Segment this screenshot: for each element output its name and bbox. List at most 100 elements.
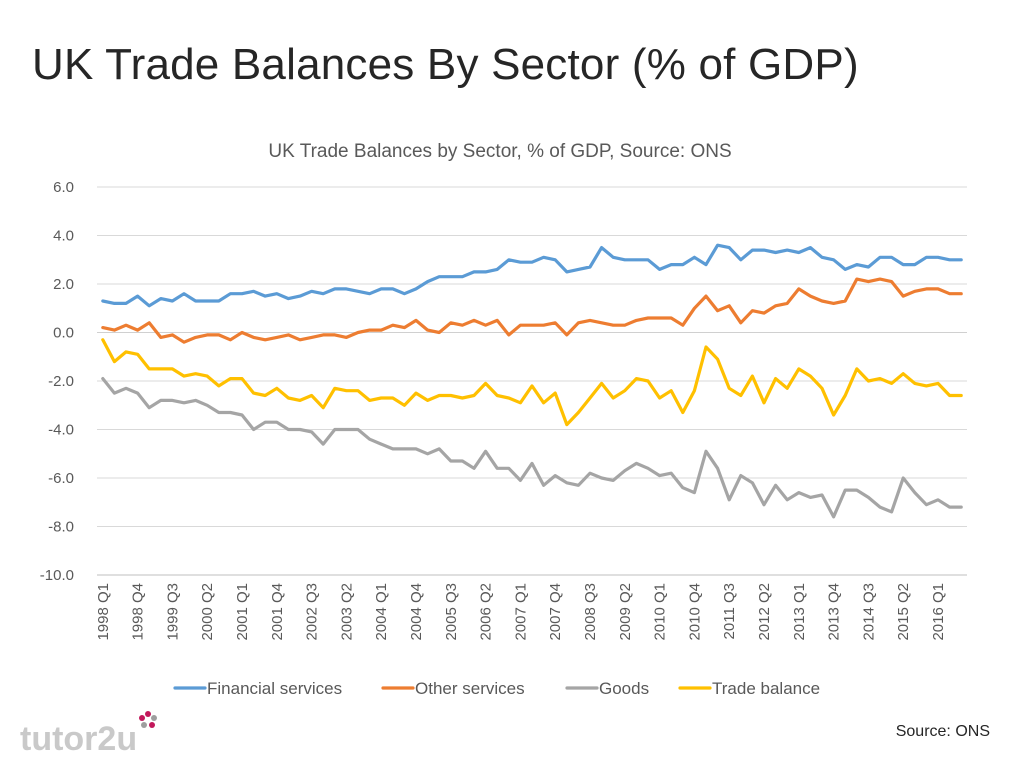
data-point	[635, 377, 638, 380]
x-tick-label: 2009 Q2	[617, 583, 634, 641]
data-point	[333, 387, 336, 390]
data-point	[530, 462, 534, 465]
x-tick-label: 2003 Q2	[338, 583, 355, 641]
data-point	[298, 428, 302, 431]
data-point	[461, 324, 464, 327]
data-point	[229, 377, 232, 380]
data-point	[925, 256, 928, 259]
data-point	[716, 244, 719, 247]
data-point	[670, 472, 673, 475]
flower-icon	[139, 711, 157, 728]
data-point	[925, 503, 928, 506]
data-point	[519, 401, 522, 404]
data-point	[948, 394, 951, 397]
x-tick-label: 2013 Q1	[791, 583, 808, 641]
y-axis-ticks: 6.0 4.0 2.0 0.0 -2.0 -4.0 -6.0 -8.0 -10.0	[40, 179, 74, 584]
legend-label: Trade balance	[712, 679, 820, 698]
data-point	[345, 389, 348, 392]
data-point	[762, 248, 766, 252]
data-point	[936, 382, 940, 385]
data-point	[728, 246, 731, 249]
data-point	[322, 292, 325, 295]
data-point	[693, 389, 696, 392]
y-tick-label: -4.0	[48, 422, 74, 439]
legend-label: Other services	[415, 679, 525, 698]
gridlines	[97, 186, 967, 576]
data-point	[519, 261, 522, 264]
data-point	[936, 287, 940, 291]
data-point	[635, 319, 638, 322]
data-point	[739, 258, 742, 261]
data-point	[345, 336, 348, 339]
logo-wordmark: tutor2u	[20, 720, 137, 758]
data-point	[704, 294, 708, 298]
data-point	[496, 319, 499, 322]
series-line	[101, 243, 963, 308]
data-point	[322, 333, 325, 337]
data-point	[902, 372, 905, 375]
data-point	[704, 263, 708, 266]
data-point	[588, 319, 592, 322]
data-point	[530, 261, 534, 264]
data-point	[217, 299, 220, 303]
data-point	[449, 394, 452, 397]
data-point	[565, 423, 568, 426]
data-point	[820, 256, 824, 259]
x-tick-label: 2014 Q3	[860, 583, 877, 641]
data-point	[287, 333, 290, 337]
data-point	[449, 459, 452, 463]
data-point	[820, 299, 824, 303]
x-tick-label: 2006 Q2	[478, 583, 495, 641]
data-point	[542, 256, 545, 259]
data-point	[681, 324, 684, 327]
data-point	[159, 399, 162, 402]
data-point	[902, 263, 905, 266]
x-tick-label: 2011 Q3	[721, 583, 738, 639]
data-point	[159, 297, 162, 300]
x-tick-label: 2000 Q2	[199, 583, 216, 641]
x-tick-label: 2001 Q4	[269, 583, 286, 641]
legend-label: Financial services	[207, 679, 342, 698]
data-point	[403, 292, 406, 295]
data-point	[890, 382, 893, 385]
data-point	[554, 321, 557, 324]
data-point	[797, 251, 800, 254]
data-point	[194, 299, 197, 303]
data-point	[577, 321, 580, 324]
x-tick-label: 2007 Q1	[512, 583, 529, 641]
data-point	[368, 438, 371, 441]
x-tick-label: 2002 Q3	[304, 583, 321, 641]
data-point	[844, 488, 847, 492]
data-point	[252, 290, 255, 293]
data-point	[124, 350, 128, 354]
data-point	[739, 394, 742, 397]
data-point	[275, 421, 278, 424]
data-point	[159, 336, 162, 339]
data-point	[426, 399, 429, 402]
data-point	[542, 484, 545, 487]
data-point	[565, 270, 568, 274]
data-point	[194, 336, 197, 339]
data-point	[298, 338, 302, 341]
y-tick-label: 4.0	[53, 228, 74, 245]
x-tick-label: 2008 Q3	[582, 583, 599, 641]
data-point	[449, 321, 452, 324]
data-point	[391, 287, 394, 291]
data-point	[368, 399, 371, 402]
data-point	[774, 251, 777, 254]
data-point	[136, 328, 139, 332]
data-point	[519, 479, 522, 482]
data-point	[716, 358, 719, 361]
data-point	[867, 496, 870, 499]
data-point	[577, 411, 580, 414]
data-point	[751, 481, 754, 484]
data-point	[124, 387, 128, 390]
data-point	[577, 484, 580, 487]
data-point	[809, 374, 812, 378]
y-tick-label: -10.0	[40, 567, 74, 584]
data-point	[623, 258, 626, 261]
data-point	[751, 248, 754, 252]
data-point	[600, 476, 603, 480]
data-point	[287, 297, 290, 300]
data-point	[960, 394, 963, 397]
